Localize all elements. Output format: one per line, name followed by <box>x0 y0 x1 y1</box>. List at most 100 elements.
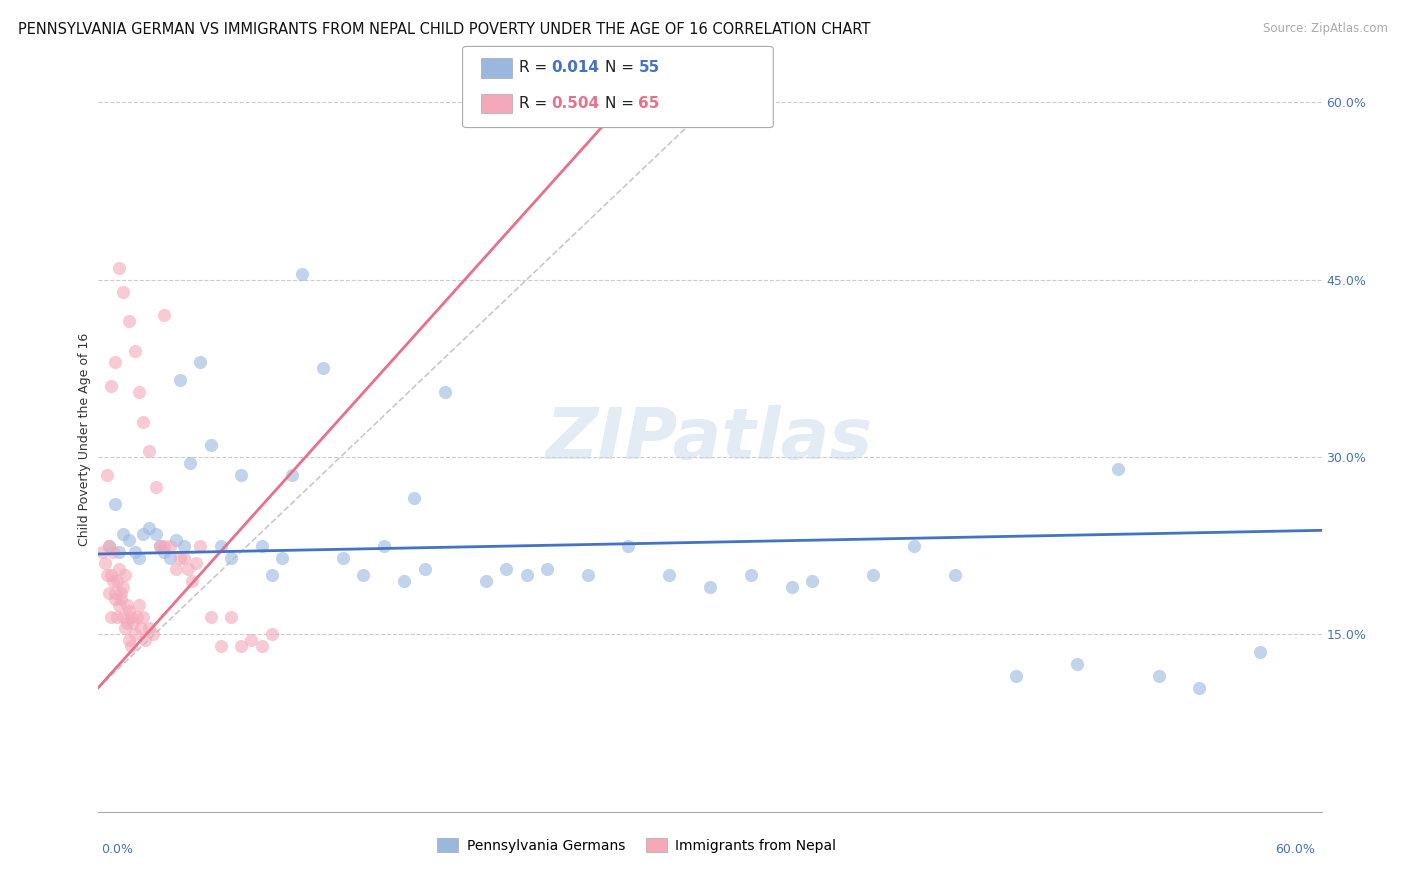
Point <box>209 539 232 553</box>
Text: 65: 65 <box>638 96 659 111</box>
Point <box>495 562 517 576</box>
Point <box>105 574 128 589</box>
Text: 0.504: 0.504 <box>551 96 599 111</box>
Point <box>100 379 122 393</box>
Text: Source: ZipAtlas.com: Source: ZipAtlas.com <box>1263 22 1388 36</box>
Point <box>1004 669 1026 683</box>
Point <box>152 308 174 322</box>
Point <box>149 539 172 553</box>
Point <box>862 568 884 582</box>
Text: PENNSYLVANIA GERMAN VS IMMIGRANTS FROM NEPAL CHILD POVERTY UNDER THE AGE OF 16 C: PENNSYLVANIA GERMAN VS IMMIGRANTS FROM N… <box>18 22 870 37</box>
Point <box>132 527 155 541</box>
Point <box>128 550 150 565</box>
Point <box>943 568 966 582</box>
Point <box>128 384 150 399</box>
Point <box>145 480 167 494</box>
Point <box>373 539 395 553</box>
Point <box>149 539 172 553</box>
Text: 60.0%: 60.0% <box>1275 843 1315 856</box>
Point <box>658 568 681 582</box>
Point <box>101 574 124 589</box>
Text: 0.0%: 0.0% <box>101 843 134 856</box>
Point <box>128 598 150 612</box>
Point <box>142 627 165 641</box>
Point <box>740 568 762 582</box>
Point <box>108 598 131 612</box>
Point <box>903 539 925 553</box>
Point <box>124 627 146 641</box>
Point <box>165 533 187 547</box>
Point <box>145 527 167 541</box>
Point <box>404 491 426 506</box>
Point <box>152 544 174 558</box>
Point <box>124 343 146 358</box>
Point <box>114 568 136 582</box>
Point <box>93 557 115 571</box>
Point <box>138 521 160 535</box>
Point <box>108 544 131 558</box>
Point <box>1107 462 1129 476</box>
Point <box>115 615 138 630</box>
Point <box>801 574 824 589</box>
Point <box>474 574 498 589</box>
Point <box>291 267 314 281</box>
Point <box>413 562 436 576</box>
Point <box>97 586 120 600</box>
Point <box>516 568 538 582</box>
Point <box>1147 669 1170 683</box>
Point <box>115 598 138 612</box>
Point <box>111 527 134 541</box>
Point <box>780 580 803 594</box>
Point <box>104 591 127 606</box>
Point <box>536 562 558 576</box>
Point <box>118 533 141 547</box>
Point <box>240 633 263 648</box>
Point <box>219 550 242 565</box>
Point <box>1188 681 1211 695</box>
Point <box>219 609 242 624</box>
Point <box>173 539 195 553</box>
Point <box>270 550 294 565</box>
Point <box>1249 645 1271 659</box>
Point <box>200 438 222 452</box>
Point <box>260 627 283 641</box>
Text: 0.014: 0.014 <box>551 61 599 75</box>
Point <box>250 539 273 553</box>
Point <box>127 609 149 624</box>
Point <box>118 314 141 328</box>
Point <box>104 497 127 511</box>
Point <box>181 574 204 589</box>
Point <box>169 550 191 565</box>
Point <box>114 622 136 636</box>
Point <box>96 568 118 582</box>
Point <box>100 568 122 582</box>
Point <box>352 568 374 582</box>
Point <box>188 355 212 369</box>
Point <box>312 361 335 376</box>
Point <box>165 562 187 576</box>
Point <box>392 574 416 589</box>
Point <box>104 355 127 369</box>
Point <box>110 586 132 600</box>
Point <box>97 539 120 553</box>
Point <box>159 539 181 553</box>
Point <box>132 415 155 429</box>
Point <box>169 373 191 387</box>
Point <box>122 615 145 630</box>
Point <box>111 580 134 594</box>
Point <box>108 562 131 576</box>
Point <box>173 550 195 565</box>
Point <box>179 456 201 470</box>
Point <box>96 467 118 482</box>
Point <box>110 591 132 606</box>
Text: R =: R = <box>519 61 553 75</box>
Point <box>100 609 122 624</box>
Text: 55: 55 <box>638 61 659 75</box>
Point <box>617 539 640 553</box>
Legend: Pennsylvania Germans, Immigrants from Nepal: Pennsylvania Germans, Immigrants from Ne… <box>432 832 841 858</box>
Point <box>120 639 142 653</box>
Point <box>1066 657 1088 671</box>
Point <box>105 609 128 624</box>
Point <box>159 550 181 565</box>
Point <box>134 633 156 648</box>
